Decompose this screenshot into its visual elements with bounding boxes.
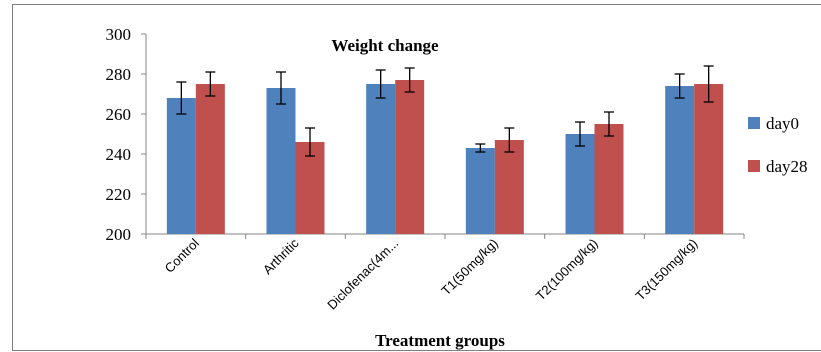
x-tick-label: T3(150mg/kg) (632, 236, 700, 304)
x-tick-label: T2(100mg/kg) (533, 236, 601, 304)
bar-day28-2 (395, 80, 425, 234)
bar-day0-1 (266, 88, 296, 234)
y-axis: 200 220 240 260 280 300 (106, 25, 147, 244)
bar-day0-5 (665, 86, 695, 234)
y-tick-label: 200 (106, 225, 132, 244)
bar-series (166, 65, 724, 234)
legend-label-day0: day0 (766, 114, 799, 133)
bar-day0-4 (565, 134, 595, 234)
legend-swatch-day28 (748, 160, 760, 172)
x-tick-label: T1(50mg/kg) (438, 236, 501, 299)
bar-day28-0 (195, 84, 225, 234)
x-tick-label: Control (162, 235, 202, 275)
y-tick-label: 260 (106, 105, 132, 124)
y-tick-label: 220 (106, 185, 132, 204)
y-tick-label: 300 (106, 25, 132, 44)
bar-day28-3 (494, 140, 524, 234)
bar-day28-1 (295, 142, 325, 234)
bar-day28-5 (694, 84, 724, 234)
bar-day0-3 (465, 148, 495, 234)
bar-day28-4 (594, 124, 624, 234)
bar-day0-2 (366, 84, 396, 234)
legend-swatch-day0 (748, 117, 760, 129)
chart-title: Weight change (331, 36, 439, 55)
y-tick-label: 280 (106, 65, 132, 84)
x-axis-label: Treatment groups (375, 331, 505, 350)
x-axis: Control Arthritic Diclofenac(4m... T1(50mg/… (145, 233, 745, 313)
legend-label-day28: day28 (766, 157, 808, 176)
x-tick-label: Arthritic (260, 235, 302, 277)
y-tick-label: 240 (106, 145, 132, 164)
bar-day0-0 (166, 98, 196, 234)
x-tick-label: Diclofenac(4m... (324, 236, 401, 313)
legend: day0 day28 (748, 114, 808, 176)
